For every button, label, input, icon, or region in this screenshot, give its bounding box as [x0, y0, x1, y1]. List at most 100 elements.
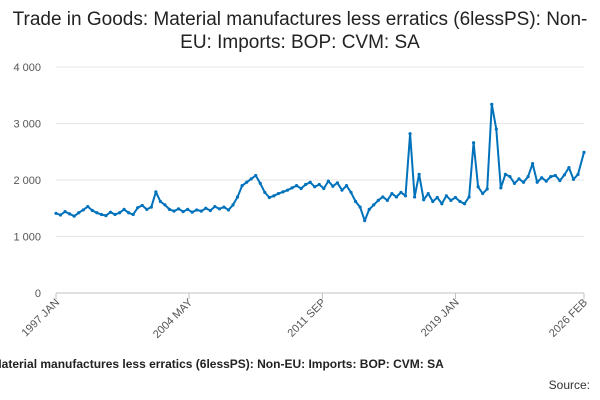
label-layer: 0 1 000 2 000 3 000 4 000 1997 JAN 2004 MAY 201… — [13, 62, 590, 341]
data-point — [313, 185, 317, 189]
data-point — [576, 172, 580, 176]
data-point — [367, 207, 371, 211]
data-point — [535, 180, 539, 184]
data-point — [249, 177, 253, 181]
data-point — [68, 212, 72, 216]
data-point — [526, 175, 530, 179]
data-point — [254, 173, 258, 178]
data-point — [517, 177, 521, 181]
data-point — [267, 195, 271, 200]
data-point — [231, 203, 235, 207]
data-point — [582, 150, 586, 154]
data-point — [358, 205, 362, 209]
y-tick-label: 2 000 — [13, 175, 41, 187]
data-point — [408, 132, 412, 136]
data-point — [58, 213, 63, 217]
data-point — [349, 190, 353, 195]
x-tick-label: 2026 FEB — [547, 297, 590, 340]
data-point — [285, 188, 290, 192]
data-point — [145, 207, 149, 211]
data-point — [417, 172, 421, 176]
data-point — [494, 127, 498, 131]
data-point — [90, 208, 94, 213]
data-point — [222, 205, 226, 209]
data-point — [317, 182, 321, 187]
data-point — [299, 186, 303, 191]
data-point — [226, 208, 231, 212]
data-point — [113, 212, 117, 217]
data-point — [304, 182, 308, 187]
data-point — [571, 177, 576, 182]
data-point — [272, 194, 276, 198]
data-point — [544, 179, 548, 183]
data-point — [481, 191, 485, 196]
data-point — [394, 195, 399, 199]
data-point — [54, 211, 58, 215]
footer-source: Source: — [548, 378, 590, 392]
data-point — [363, 219, 367, 223]
data-point — [154, 190, 158, 194]
data-point — [127, 211, 131, 215]
data-point — [81, 208, 85, 212]
data-point — [353, 199, 358, 204]
data-point — [403, 194, 408, 198]
data-point — [540, 176, 544, 180]
data-point — [322, 186, 326, 191]
data-point — [531, 162, 535, 166]
data-point — [499, 186, 503, 190]
data-point — [158, 199, 163, 204]
data-point — [245, 180, 249, 184]
data-point — [63, 210, 67, 214]
data-point — [435, 195, 439, 200]
data-point — [422, 198, 426, 202]
data-point — [335, 181, 340, 185]
series-line — [55, 103, 585, 222]
data-point — [385, 198, 389, 202]
data-point — [472, 141, 476, 145]
data-point — [276, 191, 281, 196]
data-point — [444, 194, 448, 198]
data-point — [553, 173, 557, 178]
data-point — [77, 211, 81, 215]
data-point — [503, 172, 507, 176]
data-point — [281, 190, 285, 194]
data-point — [131, 212, 135, 217]
data-point — [235, 195, 240, 199]
series-layer — [54, 102, 586, 223]
data-point — [453, 195, 458, 200]
data-point — [326, 179, 330, 183]
data-point — [399, 190, 403, 195]
data-point — [217, 207, 222, 211]
data-point — [381, 195, 385, 199]
data-point — [490, 102, 494, 106]
x-tick-label: 2004 MAY — [151, 296, 196, 341]
data-point — [108, 210, 113, 214]
data-point — [376, 198, 380, 202]
data-point — [508, 175, 512, 179]
x-tick-label: 2011 SEP — [286, 297, 329, 340]
data-point — [549, 175, 553, 179]
data-point — [195, 208, 199, 212]
data-point — [208, 208, 212, 213]
data-point — [372, 203, 376, 207]
data-point — [176, 207, 181, 211]
data-point — [95, 211, 99, 215]
data-point — [86, 204, 90, 209]
data-point — [258, 181, 262, 185]
data-point — [167, 207, 172, 211]
data-point — [163, 203, 167, 207]
data-point — [99, 212, 103, 217]
data-point — [263, 190, 267, 195]
footer-title: Trade in Goods: Material manufactures le… — [0, 357, 444, 371]
data-point — [476, 185, 480, 189]
data-point — [344, 184, 349, 188]
x-tick-label: 1997 JAN — [19, 297, 62, 340]
data-point — [149, 205, 153, 209]
data-point — [467, 195, 471, 199]
data-point — [122, 207, 126, 211]
chart-title: Trade in Goods: Material manufactures le… — [12, 9, 588, 53]
data-point — [521, 180, 526, 184]
data-point — [204, 206, 208, 210]
data-point — [308, 180, 312, 184]
